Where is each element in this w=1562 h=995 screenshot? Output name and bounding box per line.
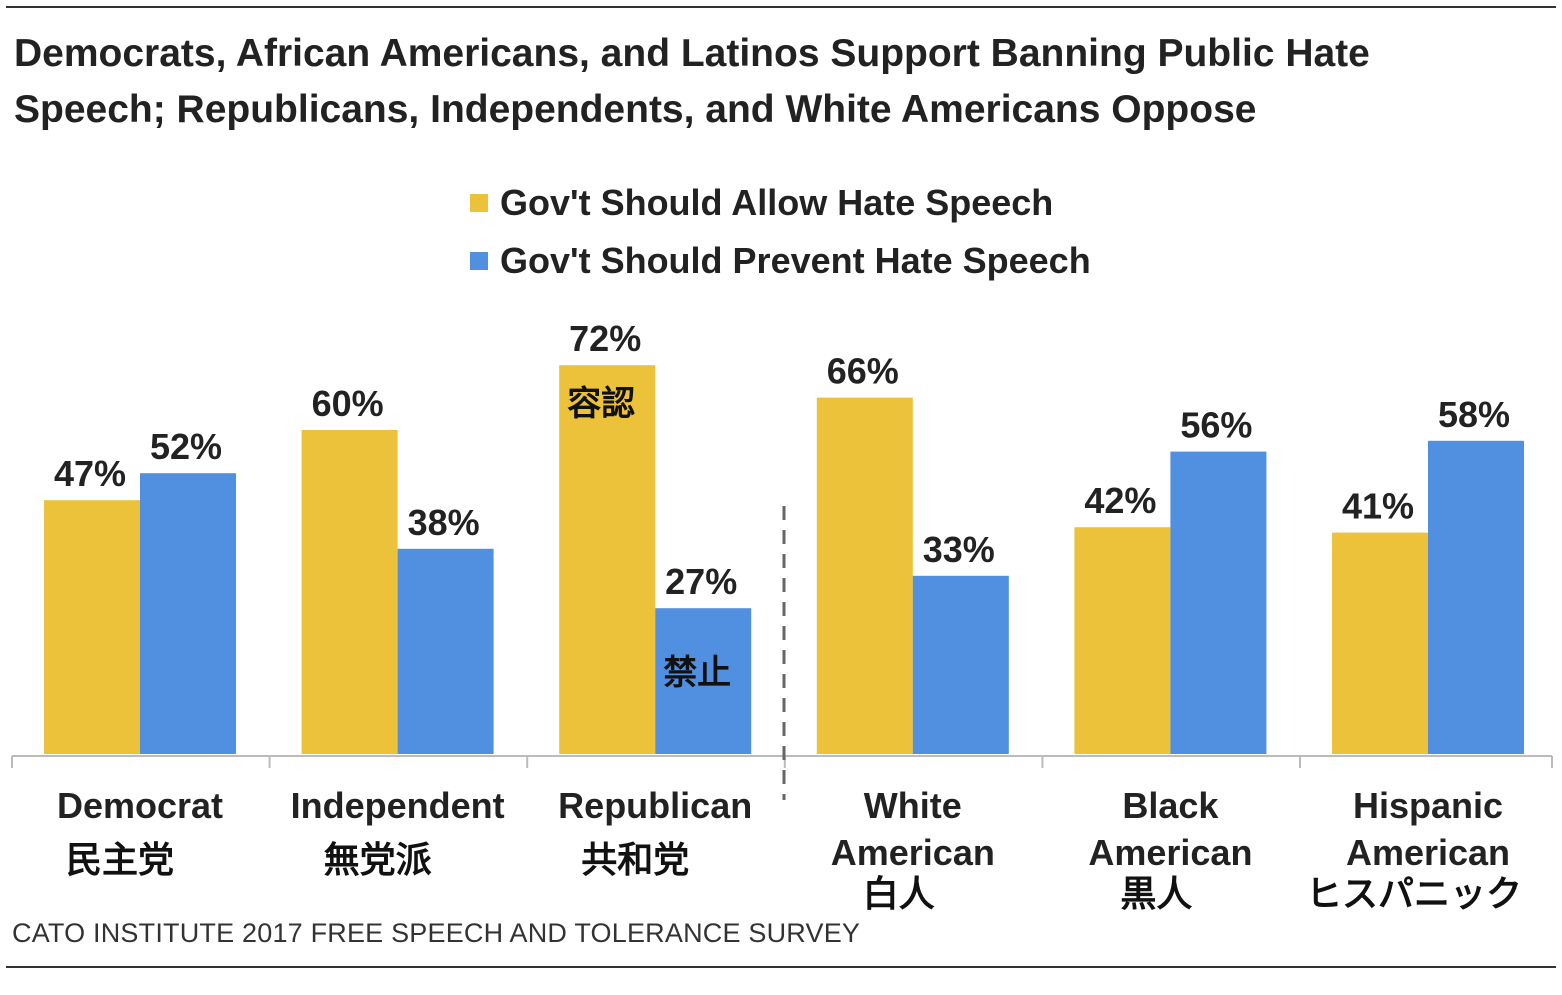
legend-swatch-prevent bbox=[470, 252, 488, 270]
bar-democrat-prevent bbox=[140, 473, 236, 754]
category-label-democrat: Democrat bbox=[57, 785, 223, 826]
category-label-hispanic-american-line-1: Hispanic bbox=[1353, 785, 1503, 826]
data-label-independent-prevent: 38% bbox=[408, 502, 480, 543]
chart-title: Democrats, African Americans, and Latino… bbox=[14, 32, 1370, 131]
bar-white-american-allow bbox=[816, 397, 913, 754]
category-sublabel-white-american: 白人 bbox=[863, 874, 935, 915]
data-label-hispanic-american-allow: 41% bbox=[1342, 486, 1414, 527]
legend-label-allow: Gov't Should Allow Hate Speech bbox=[500, 182, 1054, 223]
bar-independent-prevent bbox=[397, 548, 494, 754]
bar-democrat-allow bbox=[44, 500, 140, 754]
top-rule bbox=[6, 6, 1556, 8]
data-label-republican-prevent: 27% bbox=[665, 561, 737, 602]
data-label-black-american-prevent: 56% bbox=[1180, 405, 1252, 446]
data-label-republican-allow: 72% bbox=[569, 318, 641, 359]
data-label-white-american-allow: 66% bbox=[827, 351, 899, 392]
legend-item-allow: Gov't Should Allow Hate Speech bbox=[470, 174, 1091, 232]
data-label-independent-allow: 60% bbox=[312, 383, 384, 424]
legend-label-prevent: Gov't Should Prevent Hate Speech bbox=[500, 240, 1091, 281]
category-sublabel-republican: 共和党 bbox=[581, 840, 689, 881]
bar-annotation-prevent: 禁止 bbox=[663, 653, 731, 693]
bar-independent-allow bbox=[301, 430, 398, 754]
legend: Gov't Should Allow Hate Speech Gov't Sho… bbox=[470, 174, 1091, 290]
bar-black-american-prevent bbox=[1170, 451, 1267, 754]
category-label-independent: Independent bbox=[291, 785, 505, 826]
bar-republican-allow bbox=[559, 365, 656, 754]
legend-swatch-allow bbox=[470, 194, 488, 212]
category-sublabel-black-american: 黒人 bbox=[1120, 874, 1192, 915]
bar-hispanic-american-prevent bbox=[1428, 440, 1524, 754]
category-sublabel-democrat: 民主党 bbox=[66, 840, 174, 881]
category-sublabel-hispanic-american: ヒスパニック bbox=[1306, 874, 1522, 915]
bar-hispanic-american-allow bbox=[1332, 532, 1428, 754]
data-label-democrat-prevent: 52% bbox=[150, 426, 222, 467]
category-sublabel-independent: 無党派 bbox=[324, 840, 432, 881]
bar-republican-prevent bbox=[655, 608, 752, 754]
data-label-hispanic-american-prevent: 58% bbox=[1438, 394, 1510, 435]
category-label-white-american-line-1: White bbox=[864, 785, 962, 826]
category-label-black-american-line-2: American bbox=[1088, 832, 1252, 873]
bottom-rule bbox=[6, 966, 1556, 968]
category-label-hispanic-american-line-2: American bbox=[1346, 832, 1510, 873]
legend-item-prevent: Gov't Should Prevent Hate Speech bbox=[470, 232, 1091, 290]
bar-annotation-allow: 容認 bbox=[567, 384, 635, 424]
bar-black-american-allow bbox=[1074, 527, 1171, 754]
data-label-black-american-allow: 42% bbox=[1084, 480, 1156, 521]
category-label-republican: Republican bbox=[558, 785, 752, 826]
category-label-white-american-line-2: American bbox=[831, 832, 995, 873]
source-note: CATO INSTITUTE 2017 FREE SPEECH AND TOLE… bbox=[12, 918, 861, 948]
category-label-black-american-line-1: Black bbox=[1122, 785, 1219, 826]
data-label-democrat-allow: 47% bbox=[54, 453, 126, 494]
bar-white-american-prevent bbox=[912, 575, 1009, 754]
data-label-white-american-prevent: 33% bbox=[923, 529, 995, 570]
